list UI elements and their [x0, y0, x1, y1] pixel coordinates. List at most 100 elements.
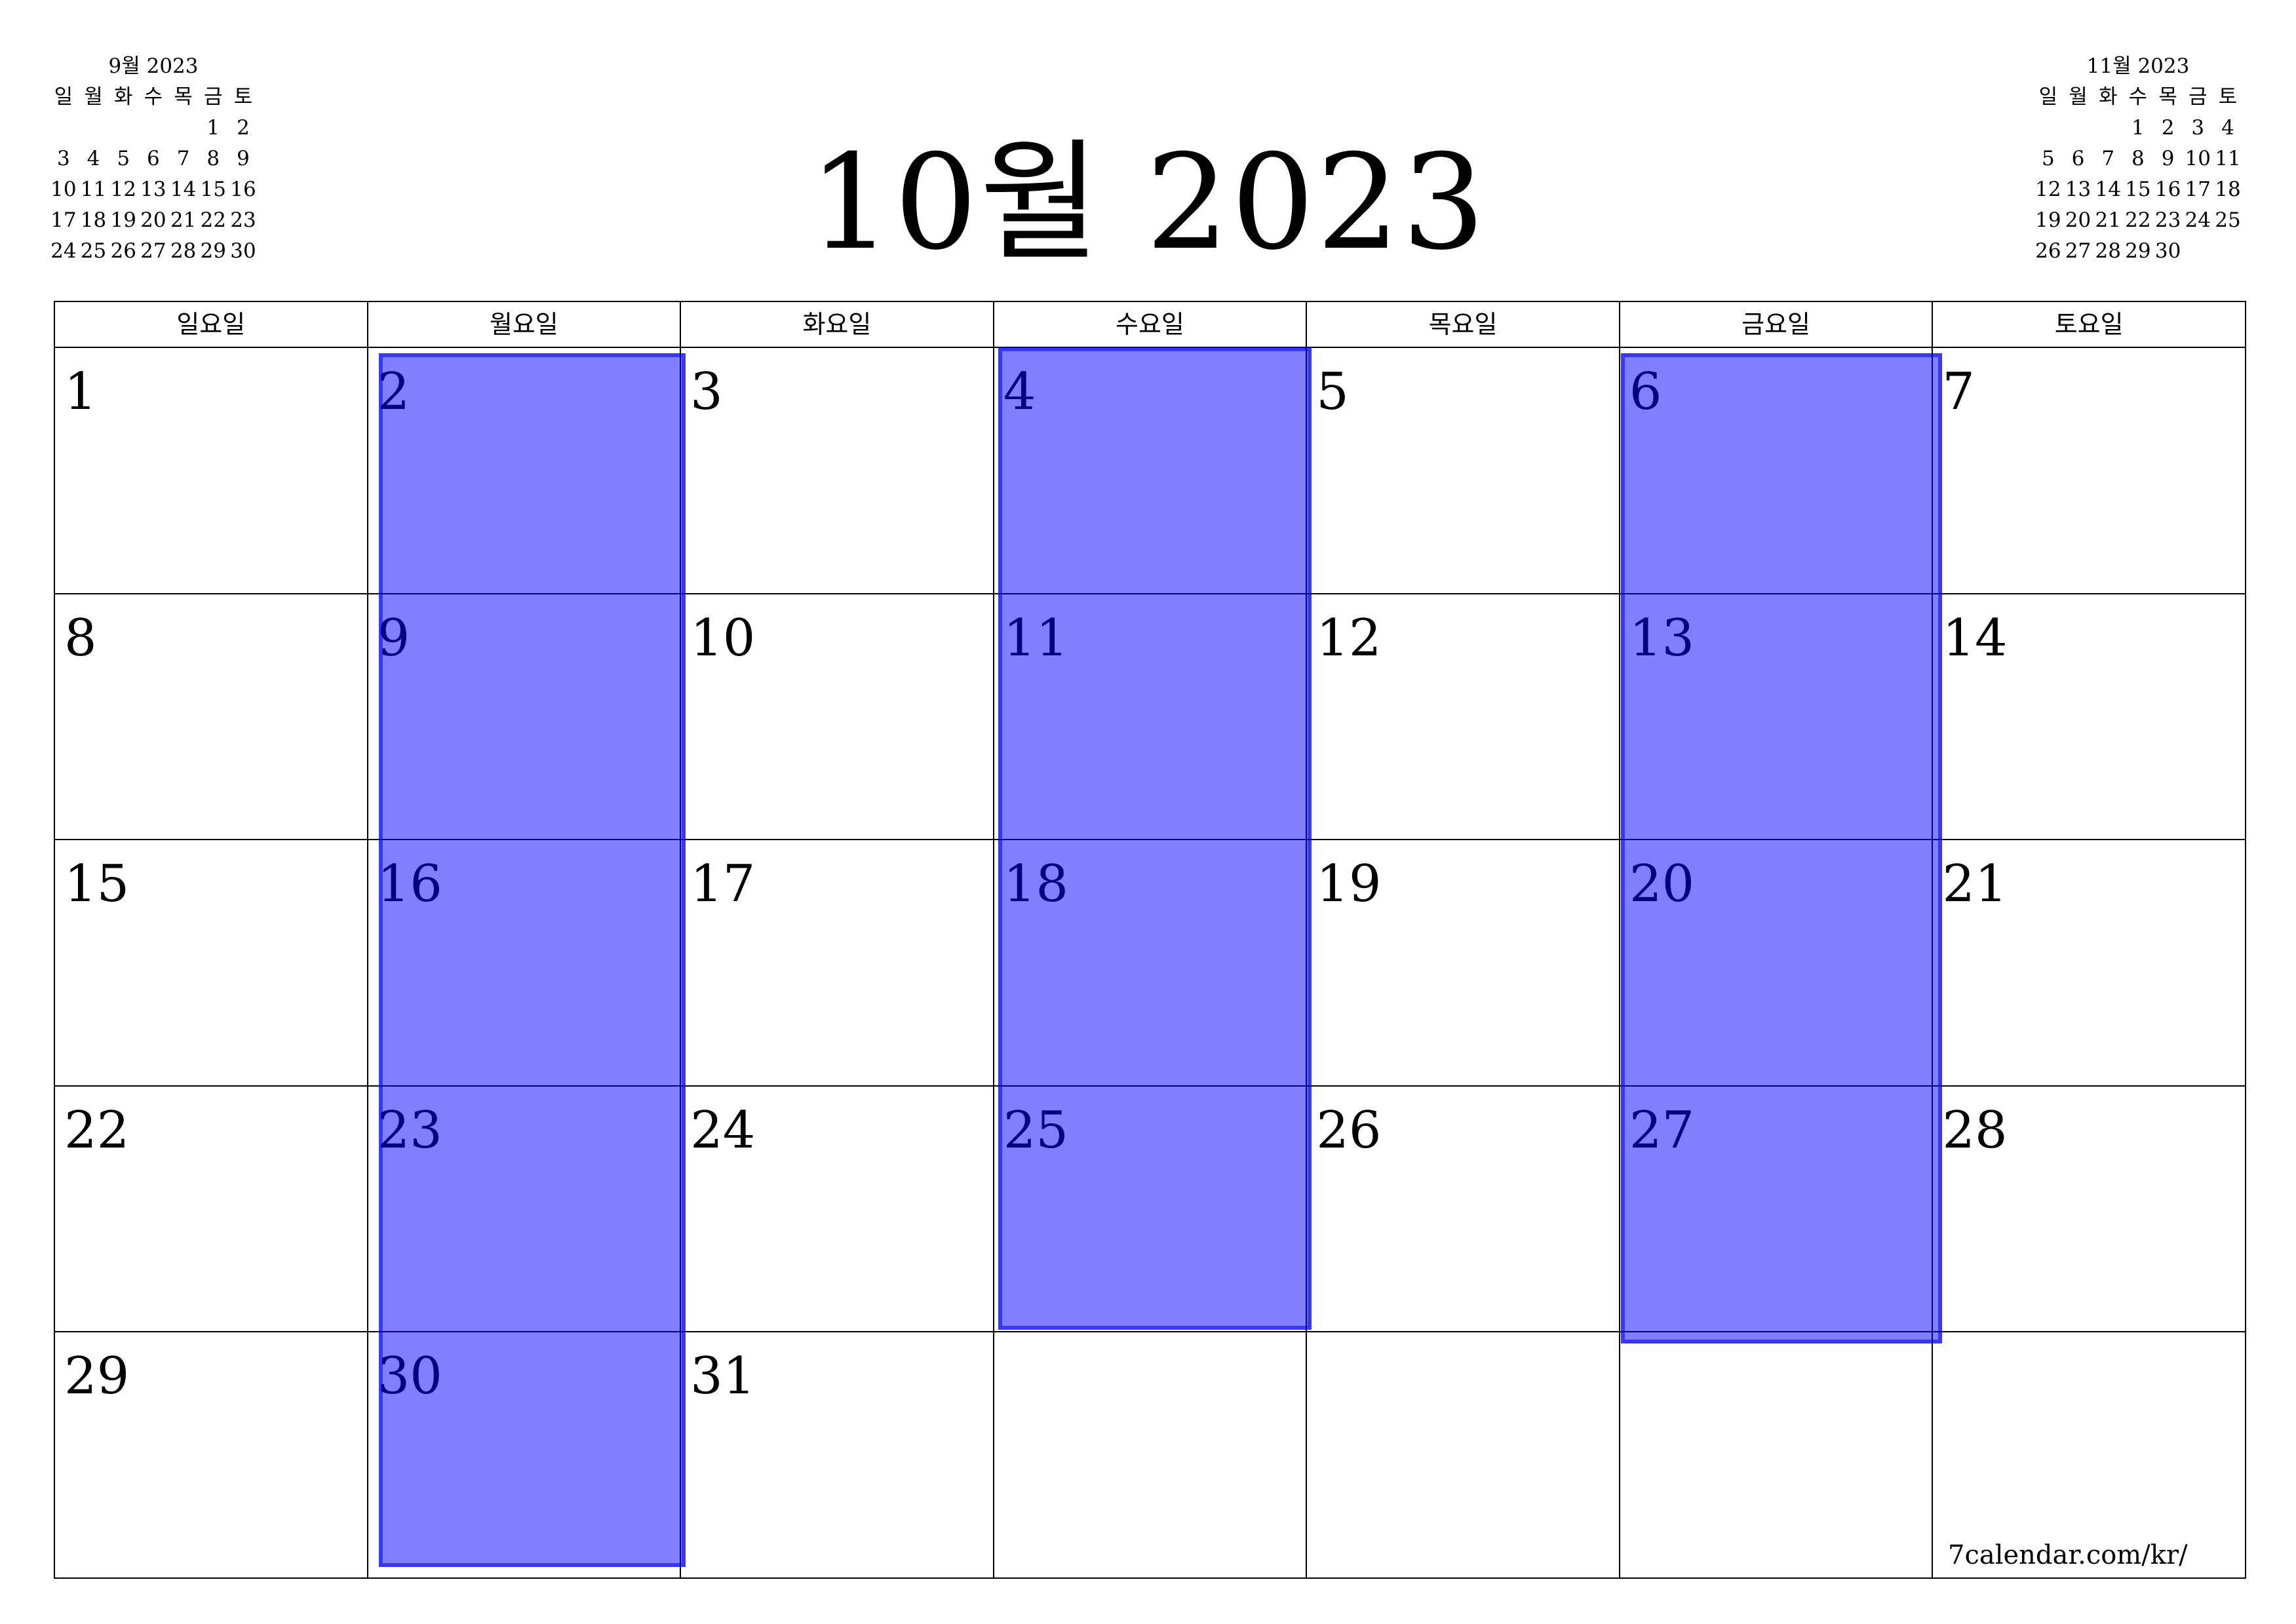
- day-number: 7: [1942, 362, 1975, 421]
- mini-day: 2: [237, 116, 250, 140]
- day-cell[interactable]: 22: [54, 1085, 368, 1333]
- mini-week-row: 26 27 28 29 30: [2033, 236, 2243, 267]
- day-cell[interactable]: [1618, 1331, 1934, 1579]
- day-number: 12: [1316, 608, 1382, 668]
- mini-day: 6: [2071, 147, 2085, 170]
- mini-day: 24: [2185, 208, 2211, 232]
- day-number: 24: [690, 1100, 756, 1160]
- mini-day: 12: [110, 178, 136, 201]
- mini-day: 18: [2215, 178, 2241, 201]
- highlight-friday-column: [1621, 353, 1942, 1344]
- day-cell[interactable]: 8: [54, 592, 368, 841]
- day-number: 29: [64, 1347, 130, 1406]
- mini-day: 14: [170, 178, 197, 201]
- mini-day: 25: [2215, 208, 2241, 232]
- day-number: 3: [690, 362, 723, 421]
- mini-day: 19: [2035, 208, 2061, 232]
- day-cell[interactable]: 14: [1932, 592, 2246, 841]
- weekday-header: 화요일: [680, 301, 994, 348]
- mini-day: 26: [110, 239, 136, 263]
- day-cell[interactable]: 19: [1306, 839, 1620, 1087]
- mini-day: 13: [140, 178, 166, 201]
- day-number: 22: [64, 1100, 130, 1160]
- mini-calendar-title: 9월 2023: [108, 54, 199, 78]
- mini-day: 21: [2095, 208, 2121, 232]
- mini-weekday: 화: [113, 85, 133, 109]
- mini-day: 7: [176, 147, 190, 170]
- mini-day: 6: [147, 147, 160, 170]
- weekday-header: 일요일: [54, 301, 368, 348]
- highlight-wednesday-column: [998, 347, 1312, 1330]
- day-cell[interactable]: 10: [680, 592, 994, 841]
- mini-day: 22: [2125, 208, 2151, 232]
- weekday-header: 토요일: [1932, 301, 2246, 348]
- day-cell[interactable]: 1: [54, 347, 368, 594]
- mini-day: 30: [2154, 239, 2181, 263]
- mini-weekday: 토: [233, 85, 253, 109]
- day-cell[interactable]: 3: [680, 347, 994, 594]
- mini-day: 20: [2065, 208, 2092, 232]
- mini-day: 14: [2095, 178, 2121, 201]
- mini-day: 24: [50, 239, 77, 263]
- day-number: 15: [64, 855, 130, 914]
- day-number: 5: [1316, 362, 1349, 421]
- day-cell[interactable]: [1932, 1331, 2246, 1579]
- mini-day: 25: [80, 239, 107, 263]
- mini-weekday: 일: [54, 85, 73, 109]
- day-cell[interactable]: 31: [680, 1331, 994, 1579]
- footer-url[interactable]: 7calendar.com/kr/: [1948, 1540, 2188, 1570]
- day-number: 28: [1942, 1100, 2008, 1160]
- mini-weekday: 토: [2218, 85, 2238, 109]
- weekday-header: 월요일: [366, 301, 682, 348]
- day-number: 21: [1942, 855, 2008, 914]
- day-number: 19: [1316, 855, 1382, 914]
- mini-day: 1: [2131, 116, 2145, 140]
- day-number: 8: [64, 608, 97, 668]
- mini-week-row: 19 20 21 22 23 24 25: [2033, 205, 2243, 236]
- mini-weekday: 목: [2158, 85, 2177, 109]
- mini-day: 17: [50, 208, 77, 232]
- mini-day: 4: [2221, 116, 2234, 140]
- mini-day: 8: [2131, 147, 2145, 170]
- mini-weekday: 금: [204, 85, 223, 109]
- weekday-header: 수요일: [992, 301, 1308, 348]
- day-cell[interactable]: 26: [1306, 1085, 1620, 1333]
- mini-day: 20: [140, 208, 166, 232]
- day-cell[interactable]: 17: [680, 839, 994, 1087]
- mini-week-row: 5 6 7 8 9 10 11: [2033, 144, 2243, 174]
- day-number: 14: [1942, 608, 2008, 668]
- weekday-header-row: 일요일 월요일 화요일 수요일 목요일 금요일 토요일: [54, 301, 2254, 348]
- mini-day: 29: [200, 239, 226, 263]
- mini-weekday: 수: [2128, 85, 2148, 109]
- day-cell[interactable]: 21: [1932, 839, 2246, 1087]
- mini-day: 9: [2161, 147, 2175, 170]
- day-number: 1: [64, 362, 97, 421]
- mini-day: 23: [230, 208, 256, 232]
- mini-day: 15: [200, 178, 226, 201]
- mini-calendar-title: 11월 2023: [2086, 54, 2190, 78]
- mini-day: 13: [2065, 178, 2092, 201]
- mini-day: 10: [50, 178, 77, 201]
- mini-day: 5: [117, 147, 130, 170]
- day-cell[interactable]: [1306, 1331, 1620, 1579]
- mini-weekday: 일: [2038, 85, 2058, 109]
- day-cell[interactable]: 12: [1306, 592, 1620, 841]
- mini-weekday: 화: [2098, 85, 2118, 109]
- mini-week-row: 24 25 26 27 28 29 30: [49, 236, 258, 267]
- day-cell[interactable]: 15: [54, 839, 368, 1087]
- day-cell[interactable]: 24: [680, 1085, 994, 1333]
- mini-day: 9: [237, 147, 250, 170]
- mini-day: 15: [2125, 178, 2151, 201]
- mini-weekday: 목: [174, 85, 193, 109]
- mini-day: 17: [2185, 178, 2211, 201]
- day-cell[interactable]: [992, 1331, 1308, 1579]
- mini-day: 21: [170, 208, 197, 232]
- day-cell[interactable]: 29: [54, 1331, 368, 1579]
- day-cell[interactable]: 5: [1306, 347, 1620, 594]
- highlight-monday-column: [379, 353, 686, 1567]
- day-cell[interactable]: 7: [1932, 347, 2246, 594]
- day-cell[interactable]: 28: [1932, 1085, 2246, 1333]
- mini-calendar-next: 11월 2023 일 월 화 수 목 금 토 1 2 3 4 5 6 7 8 9 10 11 12 13 14 15 16 17…: [2033, 51, 2243, 267]
